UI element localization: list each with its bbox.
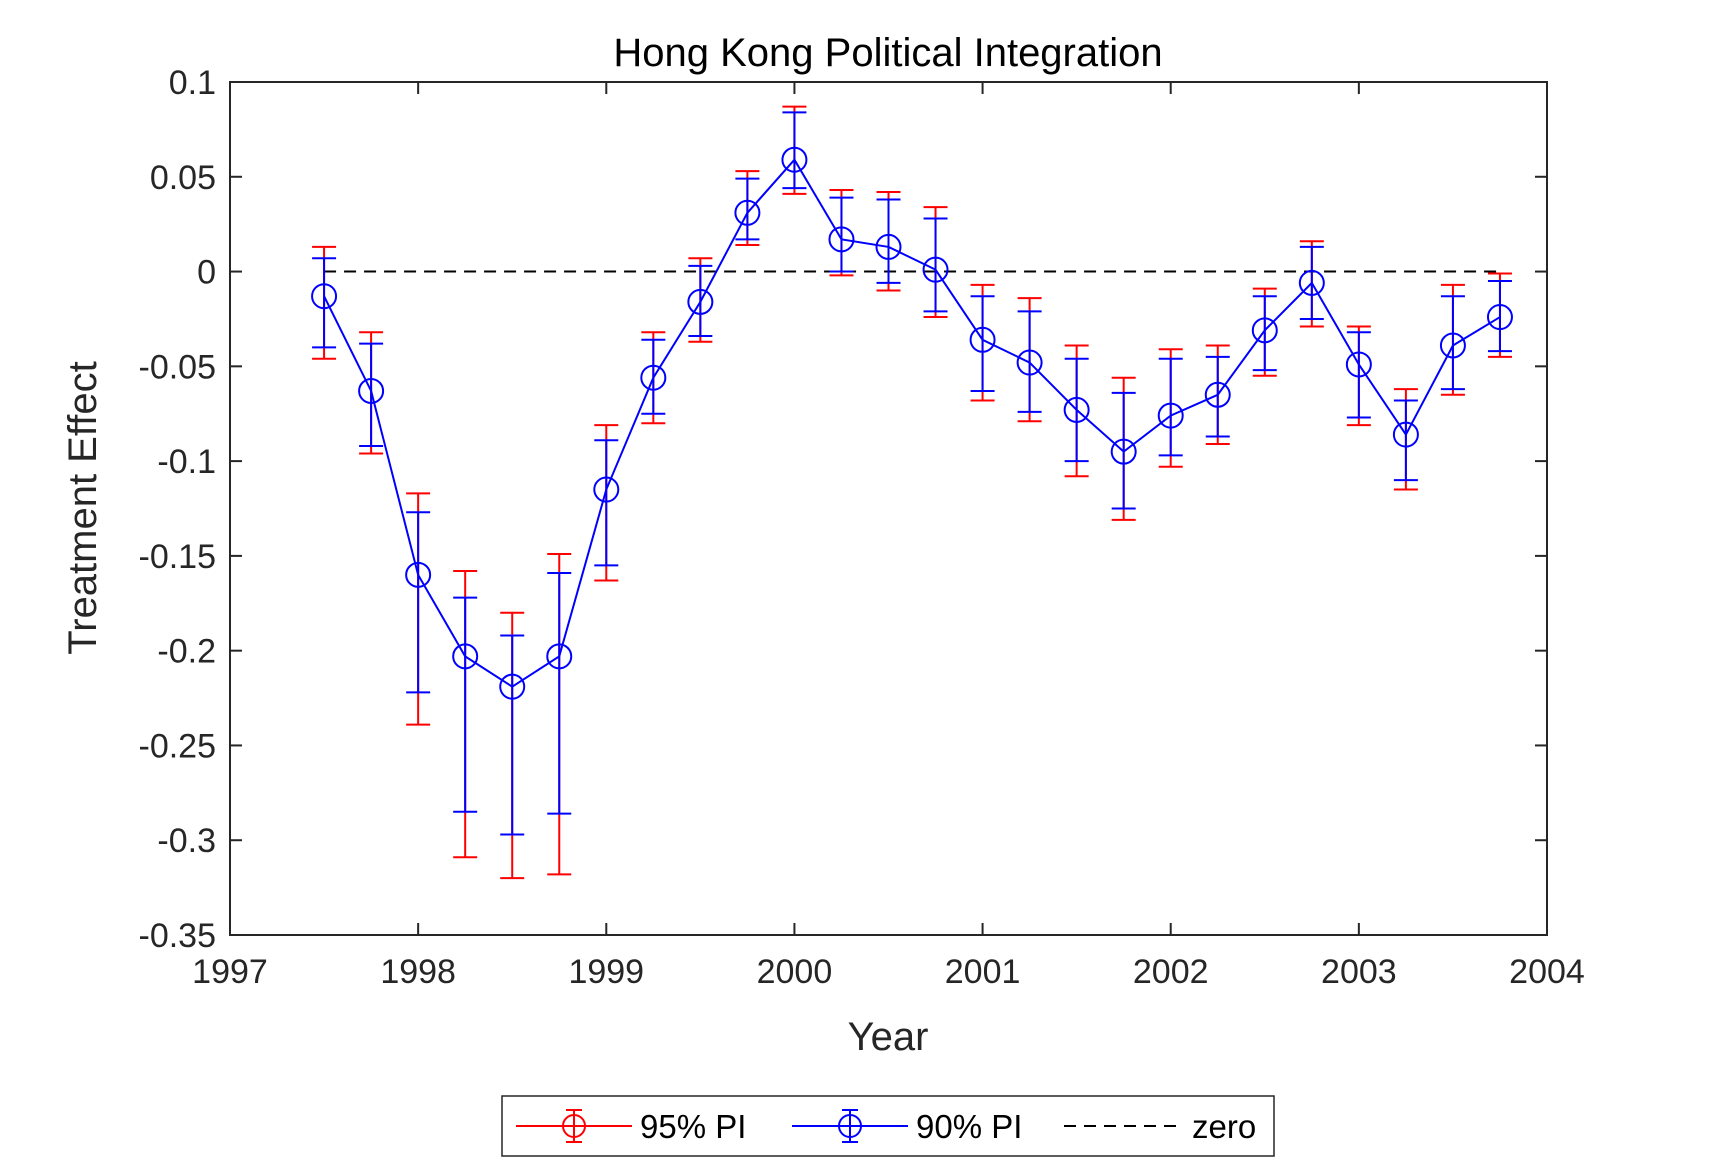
- errorbar-layer: [312, 105, 1512, 880]
- x-tick-label: 2002: [1133, 953, 1209, 991]
- estimate-point: [828, 226, 855, 253]
- estimate-point: [1016, 349, 1043, 376]
- estimate-point: [969, 326, 996, 353]
- estimate-point: [875, 233, 902, 260]
- estimate-point: [1110, 438, 1137, 465]
- legend-label-zero: zero: [1192, 1108, 1256, 1145]
- tick-layer: [229, 81, 1548, 936]
- chart-title: Hong Kong Political Integration: [613, 31, 1162, 75]
- legend: 95% PI 90% PI zero: [501, 1095, 1275, 1157]
- estimate-point: [1345, 351, 1372, 378]
- estimate-point: [1157, 402, 1184, 429]
- estimate-point: [1204, 381, 1231, 408]
- x-tick-label: 2004: [1509, 953, 1585, 991]
- x-tick-label: 2001: [945, 953, 1021, 991]
- y-tick-label: -0.15: [139, 538, 217, 576]
- x-tick-label: 1998: [380, 953, 456, 991]
- estimate-point: [405, 561, 432, 588]
- plot-area-frame: [229, 81, 1548, 936]
- y-tick-label: 0: [197, 254, 216, 292]
- x-tick-label: 1997: [192, 953, 268, 991]
- y-axis-title: Treatment Effect: [61, 361, 105, 654]
- estimate-point: [546, 643, 573, 670]
- y-tick-label: -0.35: [139, 917, 217, 955]
- estimate-point: [781, 146, 808, 173]
- y-tick-label: -0.3: [157, 822, 216, 860]
- x-axis-title: Year: [848, 1015, 929, 1059]
- y-tick-label: -0.05: [139, 348, 217, 386]
- estimate-point: [922, 256, 949, 283]
- x-tick-labels: 1997 1998 1999 2000 2001 2002 2003 2004: [192, 953, 1585, 991]
- estimate-point: [1298, 269, 1325, 296]
- y-tick-label: -0.1: [157, 443, 216, 481]
- y-tick-label: -0.25: [139, 727, 217, 765]
- series-layer: [311, 146, 1513, 700]
- legend-label-90: 90% PI: [916, 1108, 1022, 1145]
- estimate-point: [452, 643, 479, 670]
- legend-label-95: 95% PI: [640, 1108, 746, 1145]
- y-tick-label: -0.2: [157, 633, 216, 671]
- estimate-point: [1251, 317, 1278, 344]
- estimate-point: [1439, 332, 1466, 359]
- legend-swatch-marker-95: [562, 1114, 586, 1138]
- estimate-point: [640, 364, 667, 391]
- y-tick-label: 0.05: [150, 159, 216, 197]
- estimate-point: [358, 377, 385, 404]
- y-tick-labels: 0.1 0.05 0 -0.05 -0.1 -0.15 -0.2 -0.25 -0.3 -0.35: [139, 64, 217, 955]
- estimate-point: [1063, 396, 1090, 423]
- x-tick-label: 1999: [568, 953, 644, 991]
- estimate-point: [499, 673, 526, 700]
- estimate-point: [734, 199, 761, 226]
- x-tick-label: 2003: [1321, 953, 1397, 991]
- estimate-point: [687, 288, 714, 315]
- legend-item-zero: zero: [1064, 1108, 1256, 1145]
- estimate-point: [593, 476, 620, 503]
- estimate-point: [1392, 421, 1419, 448]
- x-tick-label: 2000: [757, 953, 833, 991]
- estimate-point: [311, 283, 338, 310]
- legend-swatch-marker-90: [838, 1114, 862, 1138]
- legend-item-90-pi: 90% PI: [792, 1108, 1022, 1145]
- estimate-point: [1486, 304, 1513, 331]
- y-tick-label: 0.1: [169, 64, 216, 102]
- legend-item-95-pi: 95% PI: [516, 1108, 746, 1145]
